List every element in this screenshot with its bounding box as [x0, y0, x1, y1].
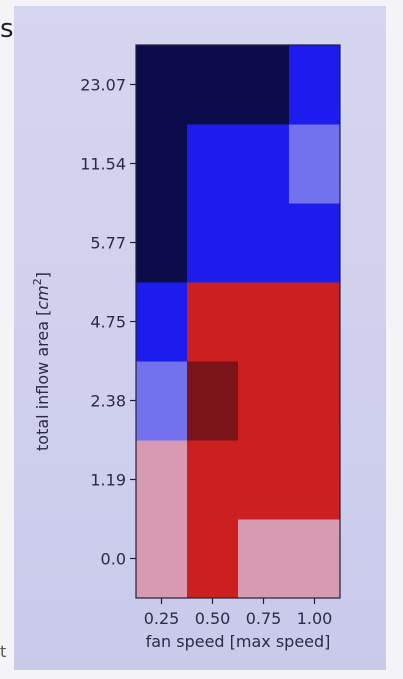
heatmap-cell-11.54-0.25: [136, 124, 188, 204]
edge-text-top: s: [0, 14, 14, 44]
heatmap-cell-2.38-0.50: [187, 361, 239, 441]
y-tick-label: 5.77: [90, 234, 126, 253]
heatmap-cell-11.54-1.00: [289, 124, 341, 204]
x-tick-label: 0.75: [246, 609, 282, 628]
heatmap-cell-2.38-0.75: [238, 361, 290, 441]
heatmap-cell-2.38-0.25: [136, 361, 188, 441]
x-tick-label: 0.50: [195, 609, 231, 628]
y-tick-label: 0.0: [101, 550, 126, 569]
heatmap-cell-11.54-0.50: [187, 124, 239, 204]
heatmap-cell-4.75-0.75: [238, 282, 290, 362]
edge-text-bottom: t: [0, 642, 7, 661]
heatmap-cell-5.77-0.25: [136, 203, 188, 283]
heatmap-cell-4.75-0.50: [187, 282, 239, 362]
heatmap-cell-1.19-0.25: [136, 440, 188, 520]
y-tick-label: 23.07: [80, 76, 126, 95]
x-axis: 0.25 0.50 0.75 1.00: [144, 598, 333, 628]
heatmap-cells: [136, 45, 341, 599]
heatmap-cell-2.38-1.00: [289, 361, 341, 441]
heatmap-cell-23.07-1.00: [289, 45, 341, 125]
heatmap-cell-23.07-0.25: [136, 45, 188, 125]
heatmap-cell-1.19-0.50: [187, 440, 239, 520]
y-tick-label: 2.38: [90, 392, 126, 411]
y-tick-label: 11.54: [80, 155, 126, 174]
x-tick-label: 1.00: [297, 609, 333, 628]
y-tick-label: 1.19: [90, 471, 126, 490]
heatmap-cell-11.54-0.75: [238, 124, 290, 204]
heatmap-cell-23.07-0.75: [238, 45, 290, 125]
heatmap-cell-5.77-1.00: [289, 203, 341, 283]
heatmap-cell-1.19-1.00: [289, 440, 341, 520]
heatmap-cell-4.75-1.00: [289, 282, 341, 362]
heatmap-cell-0.0-0.50: [187, 519, 239, 599]
y-axis: 0.0 1.19 2.38 4.75 5.77 11.54 23.07: [80, 76, 136, 569]
heatmap-cell-5.77-0.75: [238, 203, 290, 283]
heatmap-cell-5.77-0.50: [187, 203, 239, 283]
x-axis-label: fan speed [max speed]: [146, 632, 331, 651]
heatmap-cell-1.19-0.75: [238, 440, 290, 520]
heatmap-cell-0.0-0.75: [238, 519, 290, 599]
heatmap-cell-23.07-0.50: [187, 45, 239, 125]
heatmap-cell-0.0-0.25: [136, 519, 188, 599]
heatmap-cell-4.75-0.25: [136, 282, 188, 362]
y-axis-label: total inflow area [cm2]: [31, 272, 52, 451]
heatmap-cell-0.0-1.00: [289, 519, 341, 599]
y-tick-label: 4.75: [90, 313, 126, 332]
x-tick-label: 0.25: [144, 609, 180, 628]
